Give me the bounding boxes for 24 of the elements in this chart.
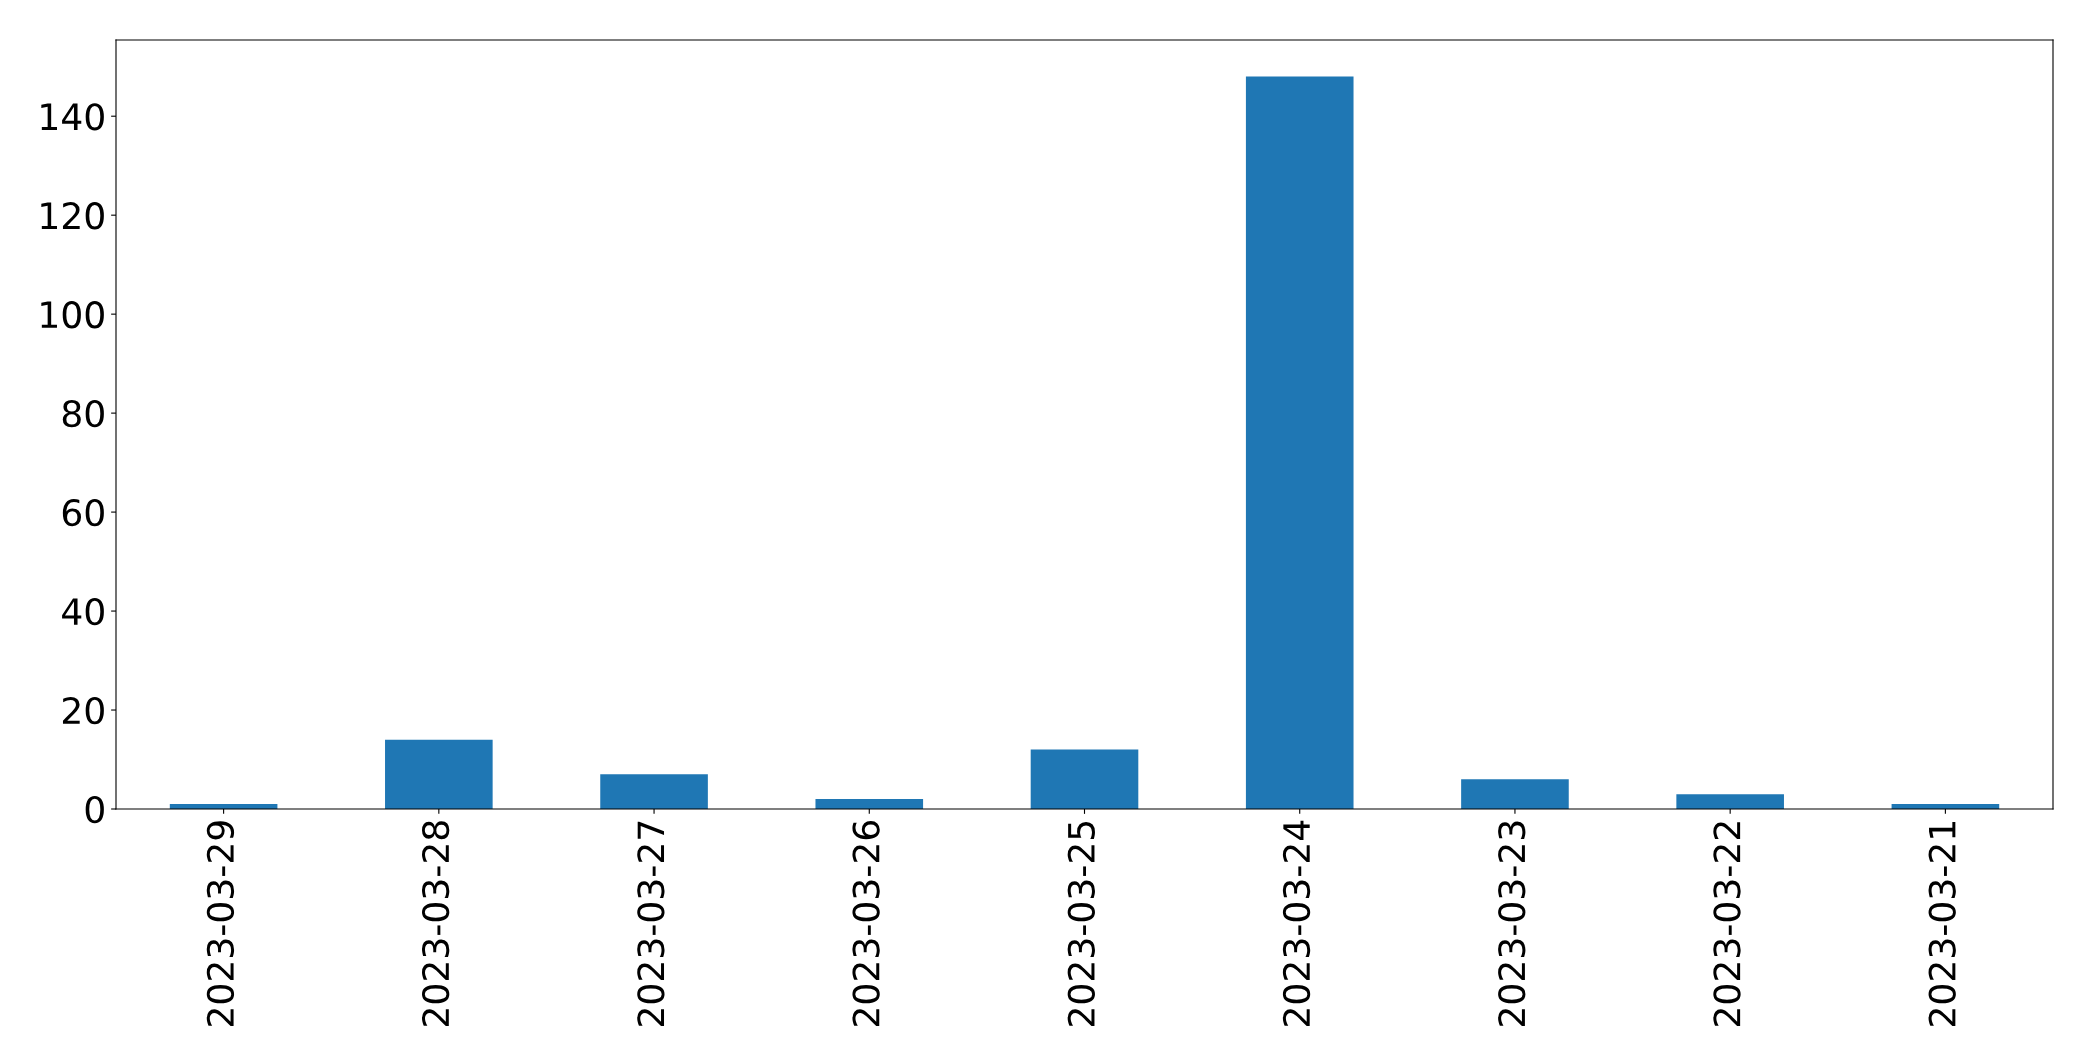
x-tick-label: 2023-03-23: [1498, 821, 1526, 1026]
y-tick-label: 100: [41, 301, 104, 329]
x-tick-label: 2023-03-21: [1928, 822, 1956, 1026]
y-tick-label: 20: [62, 696, 104, 725]
y-tick-label: 80: [62, 400, 104, 428]
x-tick-label: 2023-03-22: [1713, 822, 1741, 1026]
bar: [815, 799, 924, 809]
y-tick-label: 140: [41, 103, 104, 131]
x-tick-label: 2023-03-26: [852, 821, 880, 1026]
x-tick-label: 2023-03-24: [1282, 820, 1311, 1026]
x-tick-label: 2023-03-29: [206, 821, 235, 1026]
bar: [1461, 779, 1569, 809]
bar: [1245, 76, 1354, 809]
y-tick-label: 60: [62, 499, 104, 527]
x-tick-label: 2023-03-27: [637, 821, 665, 1026]
y-tick-label: 120: [41, 202, 104, 230]
x-tick-label: 2023-03-28: [422, 821, 450, 1026]
y-tick-label: 40: [62, 597, 104, 626]
bar: [385, 739, 493, 809]
bar: [600, 774, 708, 809]
x-tick-label: 2023-03-25: [1067, 821, 1095, 1026]
y-tick-label: 0: [85, 795, 104, 824]
bar: [1030, 749, 1139, 809]
bar: [1676, 794, 1784, 809]
